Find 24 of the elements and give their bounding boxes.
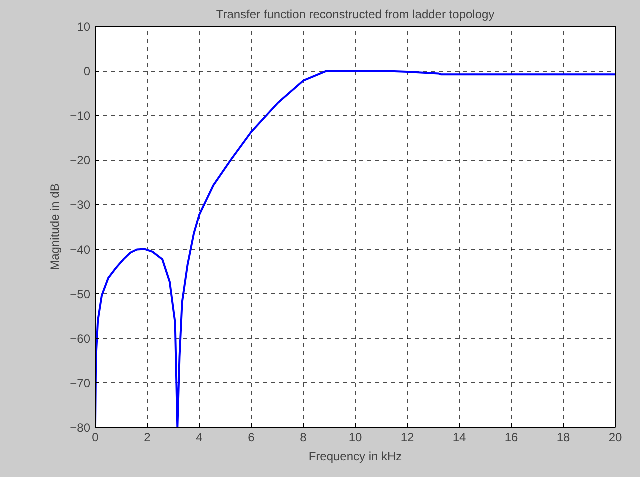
chart-title: Transfer function reconstructed from ladder topology	[216, 8, 495, 22]
y-tick-label: −50	[70, 287, 91, 302]
x-tick-label: 12	[400, 430, 414, 444]
y-tick-label: −30	[70, 198, 91, 212]
y-tick-label: 10	[77, 20, 91, 34]
y-tick-label: 0	[84, 64, 91, 79]
y-tick-label: −60	[70, 332, 91, 346]
x-tick-label: 16	[504, 430, 518, 444]
y-tick-label: −80	[70, 421, 91, 435]
x-tick-label: 6	[248, 430, 256, 444]
x-axis-title: Frequency in kHz	[308, 450, 402, 464]
y-tick-label: −40	[70, 242, 91, 257]
x-tick-label: 10	[348, 430, 362, 444]
y-tick-label: −70	[70, 376, 91, 390]
y-tick-label: −20	[70, 154, 91, 168]
x-tick-label: 0	[92, 430, 100, 444]
x-tick-label: 4	[196, 430, 204, 444]
x-tick-label: 8	[300, 430, 308, 444]
y-axis-title: Magnitude in dB	[48, 184, 62, 270]
x-tick-label: 20	[608, 430, 622, 444]
x-tick-label: 2	[144, 430, 152, 444]
x-tick-label: 14	[452, 430, 466, 444]
y-tick-label: −10	[70, 109, 91, 124]
x-tick-label: 18	[556, 430, 570, 444]
